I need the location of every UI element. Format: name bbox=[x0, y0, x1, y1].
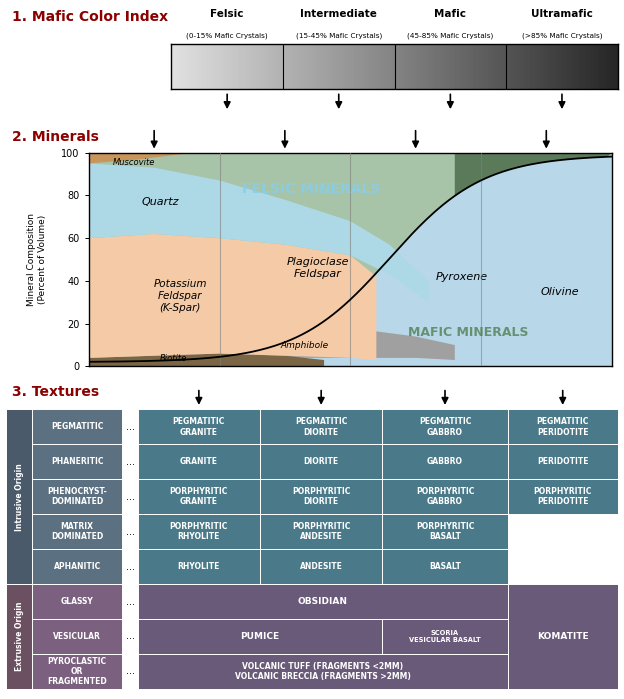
Text: PHANERITIC: PHANERITIC bbox=[51, 457, 104, 466]
Text: (0-15% Mafic Crystals): (0-15% Mafic Crystals) bbox=[187, 32, 268, 38]
Text: MATRIX
DOMINATED: MATRIX DOMINATED bbox=[51, 522, 104, 541]
Bar bbox=[122, 514, 138, 549]
Text: PORPHYRITIC
PERIDOTITE: PORPHYRITIC PERIDOTITE bbox=[534, 487, 592, 506]
Bar bbox=[138, 619, 383, 654]
Text: 3. Textures: 3. Textures bbox=[12, 384, 99, 398]
Text: ...: ... bbox=[125, 631, 135, 642]
Text: APHANITIC: APHANITIC bbox=[54, 562, 101, 571]
Bar bbox=[138, 654, 508, 689]
Bar bbox=[32, 480, 122, 514]
Text: Mineral Composition
(Percent of Volume): Mineral Composition (Percent of Volume) bbox=[27, 213, 47, 306]
Text: Extrusive Origin: Extrusive Origin bbox=[14, 602, 24, 671]
Text: DIORITE: DIORITE bbox=[304, 457, 339, 466]
Text: PORPHYRITIC
RHYOLITE: PORPHYRITIC RHYOLITE bbox=[170, 522, 228, 541]
Text: PUMICE: PUMICE bbox=[240, 632, 280, 641]
Text: ...: ... bbox=[125, 421, 135, 432]
Bar bbox=[122, 654, 138, 689]
Bar bbox=[383, 514, 508, 549]
Text: KOMATITE: KOMATITE bbox=[537, 632, 588, 641]
Text: (>85% Mafic Crystals): (>85% Mafic Crystals) bbox=[522, 32, 602, 38]
Bar bbox=[383, 480, 508, 514]
Text: ...: ... bbox=[125, 666, 135, 677]
Bar bbox=[32, 410, 122, 445]
Text: PEGMATITIC
GABBRO: PEGMATITIC GABBRO bbox=[419, 417, 471, 436]
Text: Mafic: Mafic bbox=[434, 9, 466, 20]
Bar bbox=[508, 445, 618, 480]
Bar bbox=[32, 619, 122, 654]
Text: PEGMATITIC
PERIDOTITE: PEGMATITIC PERIDOTITE bbox=[537, 417, 589, 436]
Bar bbox=[32, 514, 122, 549]
Text: 2. Minerals: 2. Minerals bbox=[12, 130, 99, 145]
Text: VOLCANIC TUFF (FRAGMENTS <2MM)
VOLCANIC BRECCIA (FRAGMENTS >2MM): VOLCANIC TUFF (FRAGMENTS <2MM) VOLCANIC … bbox=[235, 662, 411, 681]
Text: Intrusive Origin: Intrusive Origin bbox=[14, 463, 24, 531]
Text: (15-45% Mafic Crystals): (15-45% Mafic Crystals) bbox=[296, 32, 382, 38]
Bar bbox=[32, 654, 122, 689]
Text: (45-85% Mafic Crystals): (45-85% Mafic Crystals) bbox=[407, 32, 494, 38]
Text: ...: ... bbox=[125, 526, 135, 537]
Text: ...: ... bbox=[125, 596, 135, 607]
Text: PEGMATITIC: PEGMATITIC bbox=[51, 422, 104, 431]
Text: GABBRO: GABBRO bbox=[427, 457, 463, 466]
Bar bbox=[122, 445, 138, 480]
Text: ANDESITE: ANDESITE bbox=[300, 562, 343, 571]
Text: BASALT: BASALT bbox=[429, 562, 461, 571]
Bar bbox=[260, 549, 383, 584]
Bar bbox=[122, 410, 138, 445]
Bar bbox=[32, 584, 122, 619]
Text: ...: ... bbox=[125, 561, 135, 572]
Bar bbox=[122, 619, 138, 654]
Text: Intermediate: Intermediate bbox=[300, 9, 377, 20]
Text: PORPHYRITIC
DIORITE: PORPHYRITIC DIORITE bbox=[292, 487, 350, 506]
Text: PEGMATITIC
DIORITE: PEGMATITIC DIORITE bbox=[295, 417, 348, 436]
Bar bbox=[260, 410, 383, 445]
Bar bbox=[138, 480, 260, 514]
Bar bbox=[138, 445, 260, 480]
Bar bbox=[508, 480, 618, 514]
Text: VESICULAR: VESICULAR bbox=[53, 632, 101, 641]
Text: PEGMATITIC
GRANITE: PEGMATITIC GRANITE bbox=[173, 417, 225, 436]
Text: ...: ... bbox=[125, 456, 135, 467]
Bar bbox=[138, 584, 508, 619]
Text: SCORIA
VESICULAR BASALT: SCORIA VESICULAR BASALT bbox=[409, 630, 481, 643]
Text: 1. Mafic Color Index: 1. Mafic Color Index bbox=[12, 10, 168, 24]
Text: RHYOLITE: RHYOLITE bbox=[178, 562, 220, 571]
Bar bbox=[383, 619, 508, 654]
Text: GRANITE: GRANITE bbox=[180, 457, 218, 466]
Bar bbox=[260, 514, 383, 549]
Bar bbox=[260, 480, 383, 514]
Bar bbox=[138, 410, 260, 445]
Text: OBSIDIAN: OBSIDIAN bbox=[298, 597, 348, 606]
Bar bbox=[32, 549, 122, 584]
Bar bbox=[383, 549, 508, 584]
Text: PHENOCRYST-
DOMINATED: PHENOCRYST- DOMINATED bbox=[47, 487, 107, 506]
Bar bbox=[138, 549, 260, 584]
Bar bbox=[260, 445, 383, 480]
Bar bbox=[508, 584, 618, 689]
Text: Felsic: Felsic bbox=[210, 9, 244, 20]
Bar bbox=[508, 410, 618, 445]
Text: Ultramafic: Ultramafic bbox=[531, 9, 593, 20]
Text: PERIDOTITE: PERIDOTITE bbox=[537, 457, 588, 466]
Bar bbox=[122, 549, 138, 584]
Bar bbox=[383, 445, 508, 480]
Bar bbox=[122, 584, 138, 619]
Bar bbox=[6, 584, 32, 689]
Text: PORPHYRITIC
GRANITE: PORPHYRITIC GRANITE bbox=[170, 487, 228, 506]
Text: PORPHYRITIC
BASALT: PORPHYRITIC BASALT bbox=[416, 522, 474, 541]
Bar bbox=[138, 514, 260, 549]
Text: GLASSY: GLASSY bbox=[61, 597, 94, 606]
Bar bbox=[122, 480, 138, 514]
Bar bbox=[32, 445, 122, 480]
Text: ...: ... bbox=[125, 491, 135, 502]
Text: PORPHYRITIC
ANDESITE: PORPHYRITIC ANDESITE bbox=[292, 522, 350, 541]
Bar bbox=[383, 410, 508, 445]
Bar bbox=[6, 410, 32, 584]
Text: PYROCLASTIC
OR
FRAGMENTED: PYROCLASTIC OR FRAGMENTED bbox=[47, 656, 107, 686]
Text: PORPHYRITIC
GABBRO: PORPHYRITIC GABBRO bbox=[416, 487, 474, 506]
